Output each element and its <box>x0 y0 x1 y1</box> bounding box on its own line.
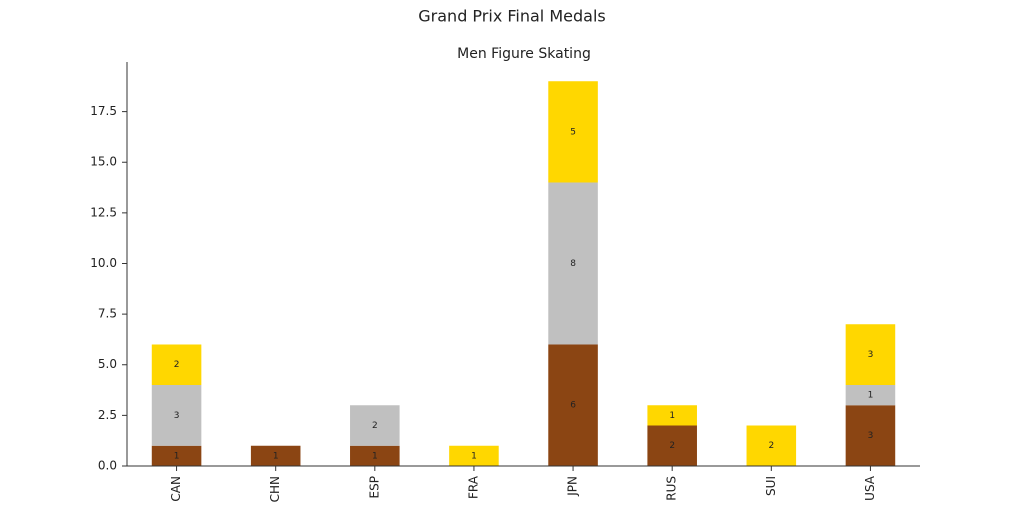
y-tick-label: 5.0 <box>98 357 117 371</box>
x-tick-label: RUS <box>665 476 679 501</box>
bar-segment <box>350 445 400 466</box>
value-label: 1 <box>868 391 874 401</box>
bar-segment <box>548 182 598 345</box>
y-tick-label: 17.5 <box>90 104 117 118</box>
y-tick-label: 7.5 <box>98 307 117 321</box>
bar-segment <box>151 344 202 385</box>
bar-segment <box>647 425 697 466</box>
x-tick-label: ESP <box>367 476 381 498</box>
value-label: 2 <box>372 421 378 431</box>
bar-segment <box>647 405 697 426</box>
x-tick-label: FRA <box>466 475 480 499</box>
value-label: 3 <box>868 350 874 360</box>
y-tick-label: 0.0 <box>98 459 117 473</box>
x-tick-label: SUI <box>764 476 778 496</box>
x-tick-label: JPN <box>566 476 580 497</box>
bar-segment <box>250 445 301 466</box>
value-label: 5 <box>570 127 576 137</box>
value-label: 2 <box>174 360 180 370</box>
bar-segment <box>151 445 202 466</box>
chart-title: Grand Prix Final Medals <box>418 7 605 26</box>
chart-subtitle: Men Figure Skating <box>457 46 591 62</box>
bar-segment <box>548 344 598 466</box>
value-label: 3 <box>174 411 180 421</box>
y-tick-label: 10.0 <box>90 256 117 270</box>
x-tick-label: CAN <box>169 476 183 502</box>
bar-segment <box>845 405 896 466</box>
bar-segment <box>548 81 598 183</box>
value-label: 2 <box>768 441 774 451</box>
bar-segment <box>845 384 896 406</box>
bar-segment <box>746 425 797 466</box>
value-label: 1 <box>174 451 180 461</box>
value-label: 1 <box>273 451 279 461</box>
bar-segment <box>350 405 400 446</box>
bar-segment <box>449 445 499 466</box>
bar-segment <box>845 324 896 385</box>
value-label: 2 <box>669 441 675 451</box>
value-label: 1 <box>471 451 477 461</box>
x-tick-label: USA <box>863 475 877 501</box>
bar-segment <box>151 384 202 446</box>
y-tick-label: 2.5 <box>98 408 117 422</box>
value-label: 6 <box>570 401 576 411</box>
y-tick-label: 12.5 <box>90 205 117 219</box>
value-label: 1 <box>372 451 378 461</box>
x-tick-label: CHN <box>268 476 282 502</box>
value-label: 1 <box>669 411 675 421</box>
y-tick-label: 15.0 <box>90 155 117 169</box>
value-label: 3 <box>868 431 874 441</box>
value-label: 8 <box>570 259 576 269</box>
